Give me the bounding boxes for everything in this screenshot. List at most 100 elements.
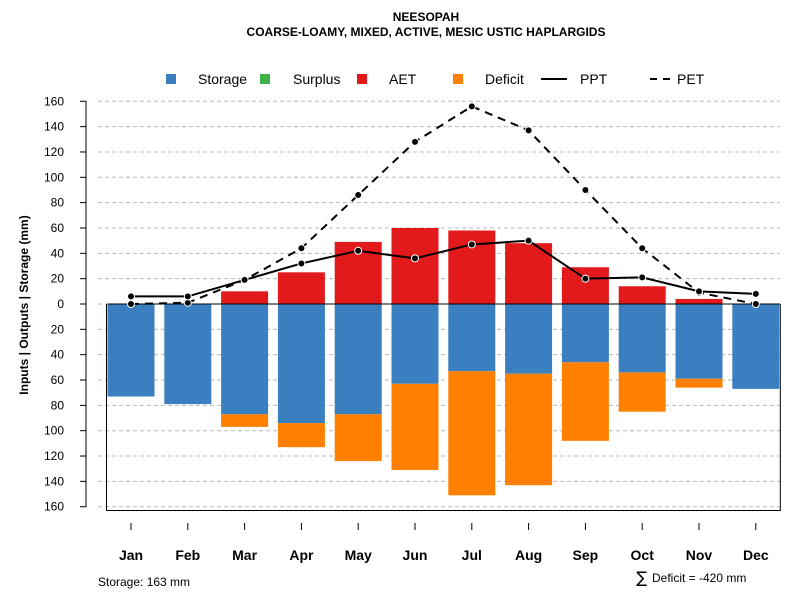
bar-storage-jul [448, 304, 496, 372]
x-tick-label-apr: Apr [289, 547, 314, 563]
ppt-line [131, 239, 756, 298]
chart-title: NEESOPAH [393, 10, 459, 24]
bars [106, 227, 781, 512]
bar-aet-apr [277, 272, 325, 304]
bar-deficit-mar [221, 414, 269, 427]
y-tick-label: 160 [44, 94, 64, 108]
y-tick-label: 140 [44, 474, 64, 488]
ppt-point [524, 236, 533, 245]
x-tick-label-dec: Dec [743, 547, 769, 563]
bar-aet-oct [618, 286, 666, 304]
bar-deficit-nov [675, 378, 723, 388]
bar-storage-feb [164, 304, 212, 405]
deficit-note: Deficit = -420 mm [652, 571, 746, 585]
bar-deficit-may [334, 414, 382, 462]
x-tick-label-jul: Jul [462, 547, 482, 563]
bar-storage-jun [391, 304, 439, 384]
bar-storage-sep [561, 304, 609, 363]
y-tick-label: 20 [51, 272, 65, 286]
bar-aet-nov [675, 298, 723, 304]
legend-label-storage: Storage [198, 71, 247, 87]
ppt-point [638, 273, 647, 282]
storage-capacity-box [106, 304, 781, 512]
pet-point [638, 244, 647, 253]
legend-label-deficit: Deficit [485, 71, 524, 87]
y-tick-label: 80 [51, 398, 65, 412]
legend-swatch-deficit [453, 74, 463, 84]
x-tick-label-jun: Jun [403, 547, 428, 563]
x-tick-label-sep: Sep [573, 547, 599, 563]
y-tick-label: 120 [44, 145, 64, 159]
ppt-point [354, 246, 363, 255]
bar-aet-jun [391, 227, 439, 304]
y-tick-label: 40 [51, 246, 65, 260]
ppt-point [467, 240, 476, 249]
y-tick-label: 0 [57, 297, 64, 311]
x-tick-label-nov: Nov [686, 547, 713, 563]
bar-deficit-aug [505, 373, 553, 486]
pet-point [354, 191, 363, 200]
bar-storage-jan [107, 304, 155, 397]
pet-point [467, 102, 476, 111]
y-tick-label: 100 [44, 170, 64, 184]
ppt-point [240, 275, 249, 284]
y-tick-label: 20 [51, 322, 65, 336]
pet-point [524, 126, 533, 135]
x-tick-label-jan: Jan [119, 547, 143, 563]
pet-point [127, 300, 135, 308]
bar-storage-apr [277, 304, 325, 424]
y-tick-label: 40 [51, 348, 65, 362]
y-tick-label: 140 [44, 120, 64, 134]
ppt-point [751, 289, 760, 298]
sum-symbol: ∑ [636, 568, 647, 587]
pet-line [130, 105, 756, 305]
legend-swatch-storage [166, 74, 176, 84]
bar-storage-may [334, 304, 382, 415]
legend-label-aet: AET [389, 71, 417, 87]
lines [127, 102, 760, 308]
pet-point [411, 137, 419, 146]
axes: 160 140 120 100 80 60 40 20 0 20 40 60 80 100 120 140 16… [44, 94, 769, 563]
bar-storage-mar [221, 304, 269, 415]
pet-point [751, 300, 760, 308]
legend-swatch-aet [357, 74, 367, 84]
bar-storage-nov [675, 304, 723, 379]
legend-label-ppt: PPT [580, 71, 608, 87]
gridlines [98, 100, 780, 508]
pet-point [297, 244, 306, 253]
legend-swatch-surplus [260, 74, 270, 84]
legend-label-surplus: Surplus [293, 71, 340, 87]
x-tick-label-feb: Feb [175, 547, 200, 563]
bar-storage-aug [505, 304, 553, 374]
bar-deficit-oct [618, 372, 666, 412]
ppt-point [127, 292, 135, 301]
y-tick-label: 80 [51, 196, 65, 210]
bar-deficit-jul [448, 371, 496, 496]
y-tick-label: 120 [44, 449, 64, 463]
ppt-point [183, 292, 192, 301]
ppt-point [411, 254, 419, 263]
bar-storage-oct [618, 304, 666, 373]
y-tick-label: 100 [44, 424, 64, 438]
pet-point [581, 185, 590, 194]
x-tick-label-oct: Oct [631, 547, 655, 563]
y-tick-label: 160 [44, 500, 64, 514]
legend-label-pet: PET [677, 71, 705, 87]
ppt-point [695, 287, 703, 296]
bar-storage-dec [732, 304, 780, 389]
chart-legend: Storage Surplus AET Deficit PPT PET [166, 71, 705, 87]
bar-aet-sep [561, 267, 609, 304]
bar-deficit-jun [391, 383, 439, 470]
ppt-point [581, 274, 590, 283]
y-tick-label: 60 [51, 373, 65, 387]
bar-deficit-sep [561, 362, 609, 441]
x-tick-label-mar: Mar [232, 547, 257, 563]
bar-aet-aug [505, 243, 553, 304]
x-tick-label-may: May [345, 547, 372, 563]
x-tick-label-aug: Aug [515, 547, 542, 563]
bar-deficit-apr [277, 423, 325, 448]
bar-aet-mar [221, 291, 269, 304]
chart-subtitle: COARSE-LOAMY, MIXED, ACTIVE, MESIC USTIC… [247, 25, 606, 39]
storage-note: Storage: 163 mm [98, 575, 190, 589]
